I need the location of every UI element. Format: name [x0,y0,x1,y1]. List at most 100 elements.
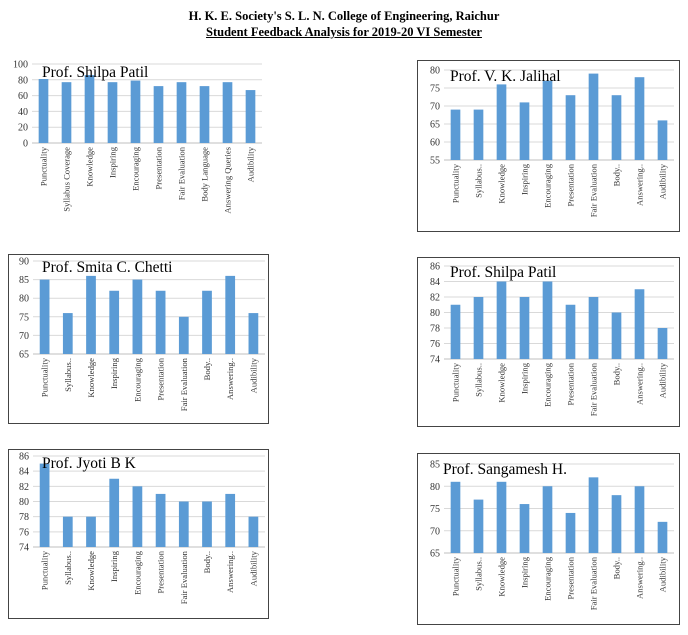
bar [178,316,189,354]
x-tick-label: Presentation [566,163,576,206]
bar [202,290,212,354]
chart-title: Prof. V. K. Jalihal [450,68,561,85]
bar [450,481,461,553]
bar [496,281,507,359]
y-tick-label: 60 [430,138,440,149]
x-tick-label: Knowledge [497,363,507,403]
x-tick-label: Inspiring [109,550,119,582]
bar-chart: 74 76 78 80 82 84 86 Punctuality Syllabus.. Knowl… [430,262,674,416]
y-tick-label: 80 [19,294,29,305]
x-tick-label: Presentation [566,362,576,405]
x-tick-label: Encouraging [543,556,553,601]
bar [542,281,553,359]
x-tick-label: Syllabus.. [63,358,73,392]
bar [62,313,73,354]
y-tick-label: 86 [19,452,29,463]
bar [61,82,72,143]
x-tick-label: Inspiring [520,163,530,195]
y-tick-label: 76 [430,339,440,350]
x-tick-label: Knowledge [86,551,96,591]
bar [634,77,645,160]
y-tick-label: 80 [19,497,29,508]
x-tick-label: Audibility [248,550,258,586]
bar [225,493,236,547]
bar [245,90,256,143]
bar [611,95,622,160]
bar [657,120,668,160]
chart-title: Prof. Jyoti B K [42,455,137,472]
x-tick-label: Fair Evaluation [177,146,187,200]
x-tick-label: Audibility [658,556,668,592]
bar [248,313,259,354]
report-title: H. K. E. Society's S. L. N. College of E… [188,9,500,23]
bar [450,304,461,359]
y-tick-label: 78 [19,512,29,523]
bar [109,290,120,354]
bar [542,80,553,160]
x-tick-label: Presentation [156,550,166,593]
x-tick-label: Body.. [202,551,212,573]
y-tick-label: 80 [18,75,28,86]
y-tick-label: 0 [23,139,28,150]
x-tick-label: Answering.. [635,557,645,599]
x-tick-label: Syllabus.. [474,557,484,591]
bar [62,516,73,547]
bar [473,297,484,359]
x-tick-label: Body.. [612,164,622,186]
x-tick-label: Fair Evaluation [589,556,599,610]
bar [473,109,484,160]
chart-title: Prof. Shilpa Patil [42,64,148,81]
chart-panel-sangamesh-h: 65 70 75 80 85 Punctuality Syllabus.. Knowledge… [417,453,680,625]
x-tick-label: Presentation [156,357,166,400]
x-tick-label: Syllabus.. [63,551,73,585]
y-tick-label: 90 [19,257,29,268]
x-tick-label: Encouraging [131,146,141,191]
x-tick-label: Audibility [248,357,258,393]
bar [657,521,668,553]
x-tick-label: Fair Evaluation [179,550,189,604]
y-tick-label: 70 [430,526,440,537]
y-tick-label: 55 [430,156,440,167]
y-tick-label: 80 [430,482,440,493]
chart-title: Prof. Sangamesh H. [443,461,567,478]
bar [86,516,96,547]
y-tick-label: 86 [430,262,440,273]
y-tick-label: 60 [18,91,28,102]
y-tick-label: 78 [430,324,440,335]
bar [199,86,210,143]
x-tick-label: Inspiring [520,556,530,588]
bar [153,86,164,143]
bar [39,279,50,354]
bar [107,82,118,143]
x-tick-label: Audibility [658,362,668,398]
chart-title: Prof. Shilpa Patil [450,264,556,281]
x-tick-label: Knowledge [497,557,507,597]
bar [542,486,553,553]
chart-panel-shilpa-patil-1: 0 20 40 60 80 100 Punctuality Syllabus Coverage… [6,58,268,230]
y-tick-label: 100 [13,60,28,71]
bar [588,73,599,160]
x-tick-label: Answering.. [225,551,235,593]
y-tick-label: 84 [19,467,29,478]
bar [519,504,530,553]
bar [496,481,507,553]
bar [565,512,576,553]
chart-panel-smita-chetti: 65 70 75 80 85 90 Punctuality Syllabus.. Knowled… [8,254,269,424]
bar [634,486,645,553]
y-tick-label: 85 [430,460,440,471]
bar [130,80,141,143]
bar [634,289,645,359]
y-tick-label: 75 [19,312,29,323]
bar [155,290,166,354]
bar [38,79,49,143]
y-tick-label: 84 [430,277,440,288]
y-tick-label: 20 [18,123,28,134]
x-tick-label: Syllabus.. [474,363,484,397]
bar [176,82,187,143]
bar [588,477,599,553]
y-tick-label: 65 [430,120,440,131]
x-tick-label: Knowledge [86,358,96,398]
x-tick-label: Body.. [202,358,212,380]
bar [225,275,236,354]
x-tick-label: Encouraging [132,357,142,402]
